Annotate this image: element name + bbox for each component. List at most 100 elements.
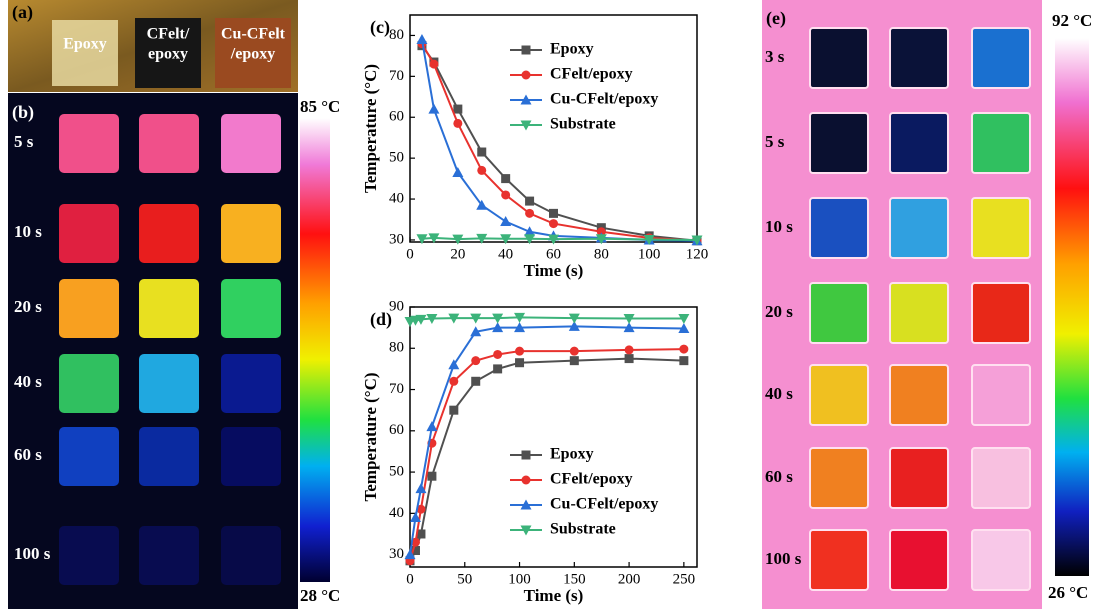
marker [428,233,440,244]
legend-label: Epoxy [550,446,594,463]
marker [453,118,463,128]
marker [624,354,634,364]
time-label: 20 s [765,302,793,321]
panel-label: (a) [12,2,33,23]
marker [525,208,535,218]
marker [520,120,532,131]
y-axis-label: Temperature (°C) [361,372,380,501]
thermal-square [809,447,869,509]
marker [623,314,635,325]
time-label: 40 s [14,372,42,391]
marker [548,234,559,245]
marker [515,358,525,368]
panel-label: (c) [370,17,390,38]
y-tick-label: 40 [389,190,404,206]
x-tick-label: 150 [563,571,586,587]
marker [426,314,438,325]
y-tick-label: 80 [389,340,404,356]
series-line [421,236,698,241]
thermal-square [809,112,869,174]
marker [492,313,504,324]
series-line [421,43,698,242]
panel-label: (e) [766,8,786,29]
x-tick-label: 40 [498,246,513,262]
thermal-square [889,27,949,89]
x-axis-label: Time (s) [524,586,584,605]
marker [492,322,504,333]
marker [427,471,437,481]
y-tick-label: 30 [389,546,404,562]
marker [679,356,689,366]
sample-label: /epoxy [230,46,275,63]
scale-min: 26 °C [1048,583,1088,602]
marker [569,346,579,356]
marker [520,94,532,105]
thermal-square [809,197,869,259]
sample-cu-cfelt [215,18,291,88]
marker [449,405,459,415]
thermal-square [971,282,1031,344]
marker [520,525,532,536]
marker [410,537,420,547]
thermal-square [221,114,281,173]
time-label: 100 s [14,544,51,563]
marker [415,314,427,325]
marker [471,356,481,366]
thermal-square [809,282,869,344]
x-tick-label: 20 [450,246,465,262]
thermal-square [139,279,199,338]
thermal-square [59,354,119,413]
y-tick-label: 50 [389,464,404,480]
thermal-square [889,364,949,426]
thermal-square [139,354,199,413]
marker [521,475,531,485]
marker [416,234,428,245]
marker [426,421,438,432]
marker [453,104,463,114]
thermal-square [139,114,199,173]
time-label: 60 s [765,467,793,486]
marker [404,549,416,560]
legend-label: Cu-CFelt/epoxy [550,496,658,513]
plot-area [409,14,698,243]
marker [524,226,536,237]
colorbar-e [1055,38,1089,576]
marker [416,34,428,45]
thermal-square [889,529,949,591]
legend-label: Epoxy [550,41,594,58]
x-tick-label: 100 [638,246,661,262]
marker [568,313,580,324]
panel-label: (d) [370,309,392,330]
y-tick-label: 70 [389,381,404,397]
legend-label: CFelt/epoxy [550,471,633,488]
scale-max: 92 °C [1052,11,1092,30]
marker [476,199,488,210]
marker [568,320,580,331]
thermal-square [59,279,119,338]
x-axis-label: Time (s) [524,261,584,280]
thermal-square [889,282,949,344]
marker [409,511,421,522]
marker [679,344,689,354]
marker [416,529,426,539]
thermal-square [221,427,281,486]
y-tick-label: 60 [389,109,404,125]
y-tick-label: 80 [389,27,404,43]
thermal-square [59,427,119,486]
thermal-square [221,279,281,338]
x-tick-label: 120 [686,246,709,262]
thermal-square [59,204,119,263]
marker [500,216,512,227]
sample-epoxy [52,20,118,86]
thermal-square [139,427,199,486]
thermal-square [221,204,281,263]
x-tick-label: 60 [546,246,561,262]
thermal-square [971,27,1031,89]
thermal-square [889,112,949,174]
marker [452,166,464,177]
thermal-square [221,354,281,413]
thermal-square [139,204,199,263]
marker [549,219,558,229]
thermal-square [59,114,119,173]
thermal-square [971,447,1031,509]
